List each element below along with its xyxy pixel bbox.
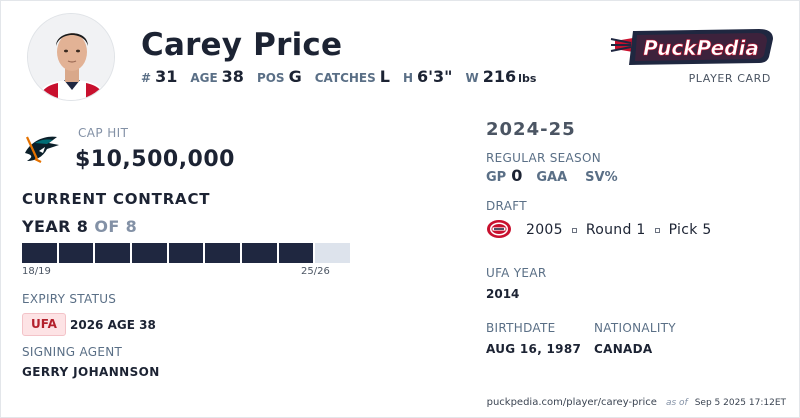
season-title: 2024-25: [486, 119, 576, 140]
player-photo-icon: [28, 14, 114, 100]
cap-hit-value: $10,500,000: [75, 147, 235, 172]
age-label: AGE: [190, 71, 218, 85]
contract-year-segment: [95, 243, 131, 263]
player-headshot: [27, 13, 115, 101]
nationality-value: CANADA: [594, 342, 653, 356]
contract-year-segment: [278, 243, 314, 263]
player-url-link[interactable]: puckpedia.com/player/carey-price: [486, 397, 657, 408]
season-stats-row: GP 0 GAA SV%: [486, 166, 623, 185]
birthdate-label: BIRTHDATE: [486, 321, 556, 335]
gp-label: GP: [486, 170, 507, 185]
position-value: G: [288, 67, 302, 86]
contract-year-segment: [132, 243, 167, 263]
regular-season-label: REGULAR SEASON: [486, 151, 601, 165]
current-contract-heading: CURRENT CONTRACT: [22, 190, 211, 208]
puckpedia-logo[interactable]: PuckPedia: [609, 23, 779, 71]
contract-progress-bar: [22, 243, 351, 263]
weight-unit: lbs: [518, 72, 537, 85]
expiry-status-value: 2026 AGE 38: [70, 318, 156, 332]
position-label: POS: [256, 71, 285, 85]
contract-year-segment: [242, 243, 277, 263]
contract-year-segment: [22, 243, 57, 263]
contract-year-segment: [205, 243, 241, 263]
contract-end-season: 25/26: [301, 266, 330, 277]
sharks-logo-icon: [25, 136, 59, 163]
cap-hit-label: CAP HIT: [78, 126, 129, 140]
contract-year-current: YEAR 8: [22, 217, 89, 236]
gp-value: 0: [511, 166, 523, 185]
sv-pct-label: SV%: [585, 170, 618, 185]
age-value: 38: [221, 67, 244, 86]
draft-round: Round 1: [585, 222, 646, 238]
contract-remaining-segment: [315, 243, 351, 263]
separator-dot-icon: [571, 227, 577, 233]
ufa-year-value: 2014: [486, 287, 520, 301]
canadiens-logo-icon: [487, 220, 511, 238]
draft-team-logo: [486, 219, 512, 239]
player-stats-row: # 31 AGE 38 POS G CATCHES L H 6'3" W 216…: [141, 67, 536, 86]
weight-label: W: [465, 71, 479, 85]
timestamp: Sep 5 2025 17:12ET: [694, 398, 786, 408]
signing-agent-value: GERRY JOHANNSON: [22, 365, 160, 379]
contract-year-segment: [58, 243, 94, 263]
draft-pick: Pick 5: [668, 222, 712, 238]
expiry-status-label: EXPIRY STATUS: [22, 292, 117, 306]
as-of-label: as of: [665, 398, 688, 408]
player-name: Carey Price: [141, 27, 343, 63]
nationality-label: NATIONALITY: [594, 321, 676, 335]
catches-label: CATCHES: [314, 71, 376, 85]
catches-value: L: [379, 67, 390, 86]
height-value: 6'3": [417, 67, 453, 86]
number-label: #: [141, 71, 152, 85]
height-label: H: [402, 71, 414, 85]
contract-year: YEAR 8 OF 8: [22, 217, 137, 236]
contract-year-segment: [168, 243, 204, 263]
contract-year-total: OF 8: [94, 217, 138, 236]
weight-value: 216: [482, 67, 517, 86]
player-card-label: PLAYER CARD: [688, 72, 771, 85]
signing-agent-label: SIGNING AGENT: [22, 345, 123, 359]
draft-year: 2005: [526, 222, 563, 238]
ufa-status-badge: UFA: [22, 313, 66, 336]
number-value: 31: [155, 67, 178, 86]
separator-dot-icon: [654, 227, 660, 233]
draft-details: 2005 Round 1 Pick 5: [526, 222, 712, 238]
draft-label: DRAFT: [486, 199, 527, 213]
birthdate-value: AUG 16, 1987: [486, 342, 582, 356]
ufa-year-label: UFA YEAR: [486, 266, 547, 280]
puckpedia-logo-icon: PuckPedia: [610, 29, 773, 65]
logo-text: PuckPedia: [643, 36, 759, 60]
contract-start-season: 18/19: [22, 266, 51, 277]
footer: puckpedia.com/player/carey-price as of S…: [487, 397, 786, 408]
gaa-label: GAA: [536, 170, 568, 185]
team-logo: [23, 131, 61, 165]
